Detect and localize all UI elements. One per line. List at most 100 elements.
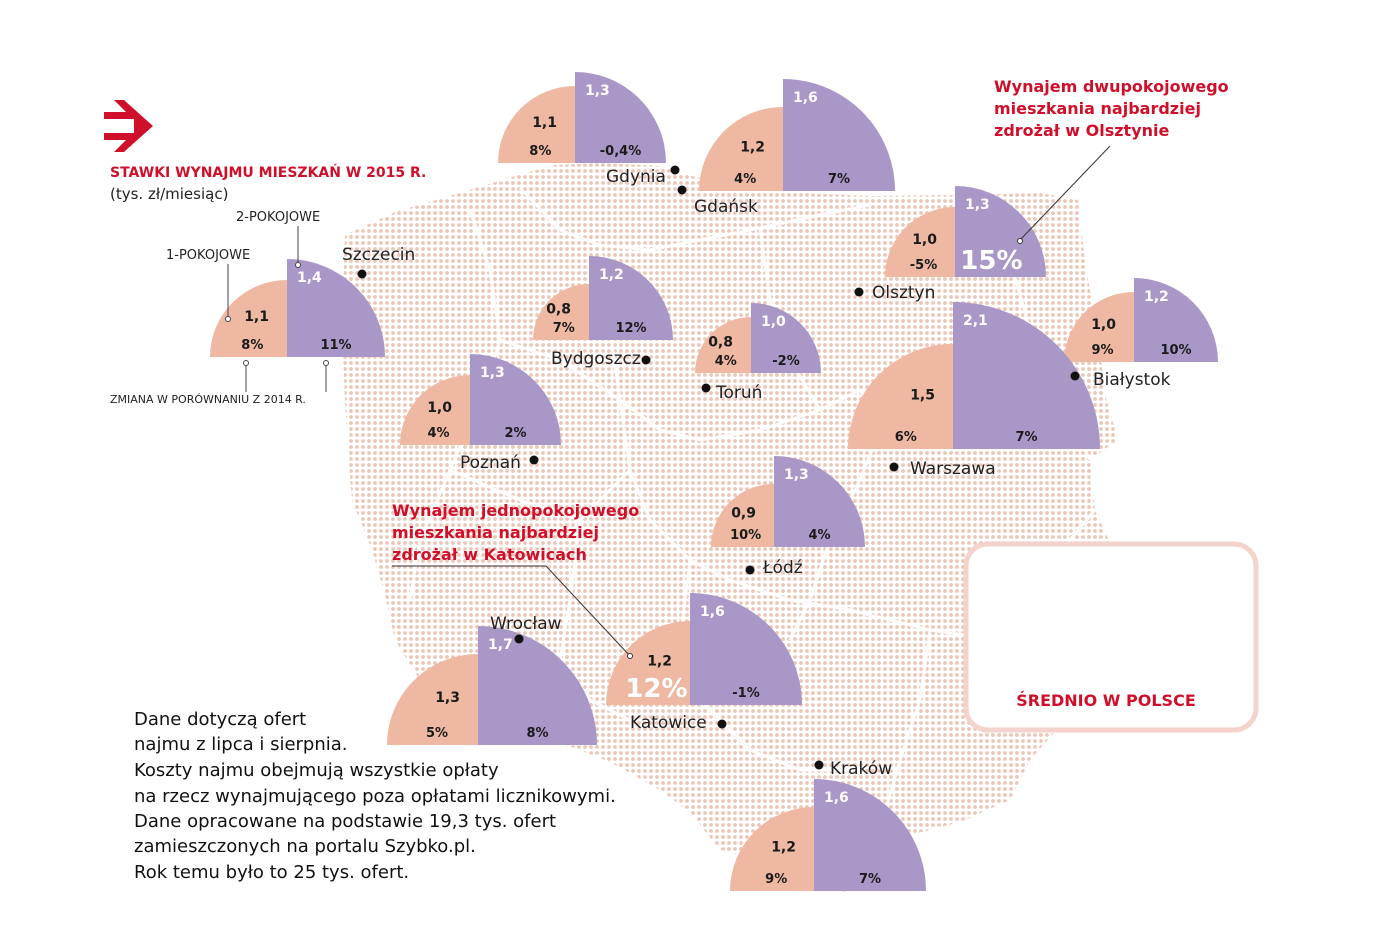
city-marker-wroclaw: Wrocław	[490, 614, 562, 644]
city-dot	[641, 355, 651, 365]
two-room-rate-label: 1,4	[297, 270, 322, 286]
two-room-change-label: 7%	[828, 172, 850, 187]
city-label: Łódź	[762, 558, 803, 578]
notes: Dane dotyczą ofert najmu z lipca i sierp…	[134, 709, 622, 883]
callout-katowice-text: Wynajem jednopokojowego mieszkania najba…	[392, 501, 645, 564]
two-room-rate-label: 1,6	[793, 90, 818, 106]
one-room-change-label: 12%	[625, 674, 687, 704]
two-room-rate-label: 1,7	[488, 637, 513, 653]
one-room-rate-label: 0,8	[708, 335, 733, 351]
one-room-wedge	[606, 621, 690, 705]
legend-two-room-label: 2-POKOJOWE	[236, 210, 320, 225]
city-marker-poznan: Poznań	[460, 453, 539, 473]
one-room-wedge	[885, 207, 955, 277]
two-room-change-label: 4%	[808, 528, 830, 543]
callout-katowice: Wynajem jednopokojowego mieszkania najba…	[392, 501, 645, 659]
one-room-change-label: 4%	[427, 426, 449, 441]
city-label: Katowice	[630, 713, 707, 733]
one-room-wedge	[387, 654, 478, 745]
one-room-wedge	[498, 86, 575, 163]
one-room-change-label: 4%	[734, 172, 756, 187]
two-room-change-label: 2%	[504, 426, 526, 441]
two-room-rate-label: 1,3	[585, 83, 610, 99]
one-room-change-label: 8%	[529, 144, 551, 159]
city-marker-gdansk: Gdańsk	[677, 185, 758, 217]
two-room-change-label: 10%	[1160, 343, 1191, 358]
two-room-wedge	[287, 259, 385, 357]
city-dot	[854, 287, 864, 297]
city-dot	[677, 185, 687, 195]
city-label: Toruń	[715, 383, 762, 403]
one-room-wedge	[699, 107, 783, 191]
city-label: Białystok	[1093, 370, 1171, 390]
two-room-change-label: 15%	[960, 246, 1022, 276]
city-label: Gdańsk	[694, 197, 758, 217]
two-room-wedge	[589, 256, 673, 340]
city-label: Gdynia	[606, 167, 666, 187]
callout-olsztyn-text: Wynajem dwupokojowego mieszkania najbard…	[994, 77, 1234, 140]
city-marker-katowice: Katowice	[630, 713, 727, 733]
one-room-change-label: 4%	[715, 354, 737, 369]
two-room-rate-label: 1,2	[599, 267, 624, 283]
city-dot	[670, 165, 680, 175]
legend: STAWKI WYNAJMU MIESZKAŃ W 2015 R. (tys. …	[104, 100, 426, 406]
one-room-change-label: 10%	[730, 528, 761, 543]
city-dot	[701, 383, 711, 393]
arrow-right-icon	[104, 100, 153, 152]
legend-change-label: ZMIANA W PORÓWNANIU Z 2014 R.	[110, 393, 306, 406]
two-room-rate-label: 1,3	[784, 467, 809, 483]
city-chart-wroclaw: 1,3 1,7 5% 8%	[387, 626, 597, 745]
notes-text: Dane dotyczą ofert najmu z lipca i sierp…	[134, 709, 622, 883]
city-chart-warszawa: 1,5 2,1 6% 7%	[848, 302, 1100, 449]
one-room-rate-label: 1,1	[244, 309, 269, 325]
two-room-rate-label: 2,1	[963, 313, 988, 329]
one-room-wedge	[695, 317, 751, 373]
one-room-rate-label: 1,5	[910, 388, 935, 404]
one-room-change-label: 9%	[1091, 343, 1113, 358]
two-room-wedge	[955, 186, 1046, 277]
city-marker-szczecin: Szczecin	[342, 245, 415, 279]
two-room-rate-label: 1,6	[700, 604, 725, 620]
one-room-rate-label: 1,3	[435, 690, 460, 706]
one-room-change-label: 6%	[895, 430, 917, 445]
city-marker-olsztyn: Olsztyn	[854, 283, 935, 303]
one-room-wedge	[848, 344, 953, 449]
two-room-wedge	[1134, 278, 1218, 362]
city-chart-poznan: 1,0 1,3 4% 2%	[400, 354, 561, 445]
one-room-wedge	[210, 280, 287, 357]
city-label: Kraków	[830, 759, 892, 779]
city-marker-krakow: Kraków	[814, 759, 892, 779]
city-label: Warszawa	[910, 459, 996, 479]
two-room-change-label: 12%	[615, 321, 646, 336]
city-chart-krakow: 1,2 1,6 9% 7%	[730, 779, 926, 891]
city-marker-warszawa: Warszawa	[889, 459, 996, 479]
two-room-rate-label: 1,0	[761, 314, 786, 330]
two-room-wedge	[774, 456, 865, 547]
one-room-wedge	[533, 284, 589, 340]
two-room-rate-label: 1,2	[1144, 289, 1169, 305]
two-room-wedge	[478, 626, 597, 745]
two-room-wedge	[690, 593, 802, 705]
two-room-wedge	[783, 79, 895, 191]
two-room-change-label: 8%	[526, 726, 548, 741]
two-room-rate-label: 1,3	[965, 197, 990, 213]
city-chart-gdansk: 1,2 1,6 4% 7%	[699, 79, 895, 191]
legend-leader-lines	[225, 226, 329, 392]
city-dot	[357, 269, 367, 279]
one-room-wedge	[1064, 292, 1134, 362]
two-room-rate-label: 1,6	[824, 790, 849, 806]
one-room-rate-label: 1,2	[647, 654, 672, 670]
average-label: ŚREDNIO W POLSCE	[1016, 691, 1196, 710]
one-room-rate-label: 0,9	[731, 505, 756, 521]
city-markers: Gdynia Gdańsk Olsztyn Szczecin Bydgoszcz Toru…	[342, 165, 1171, 779]
city-chart-lodz: 0,9 1,3 10% 4%	[711, 456, 865, 547]
one-room-change-label: 9%	[765, 872, 787, 887]
one-room-change-label: -5%	[910, 258, 937, 273]
one-room-wedge	[730, 807, 814, 891]
city-chart-olsztyn: 1,0 1,3 -5% 15%	[885, 186, 1046, 277]
two-room-wedge	[470, 354, 561, 445]
two-room-rate-label: 1,3	[480, 365, 505, 381]
city-dot	[1070, 371, 1080, 381]
